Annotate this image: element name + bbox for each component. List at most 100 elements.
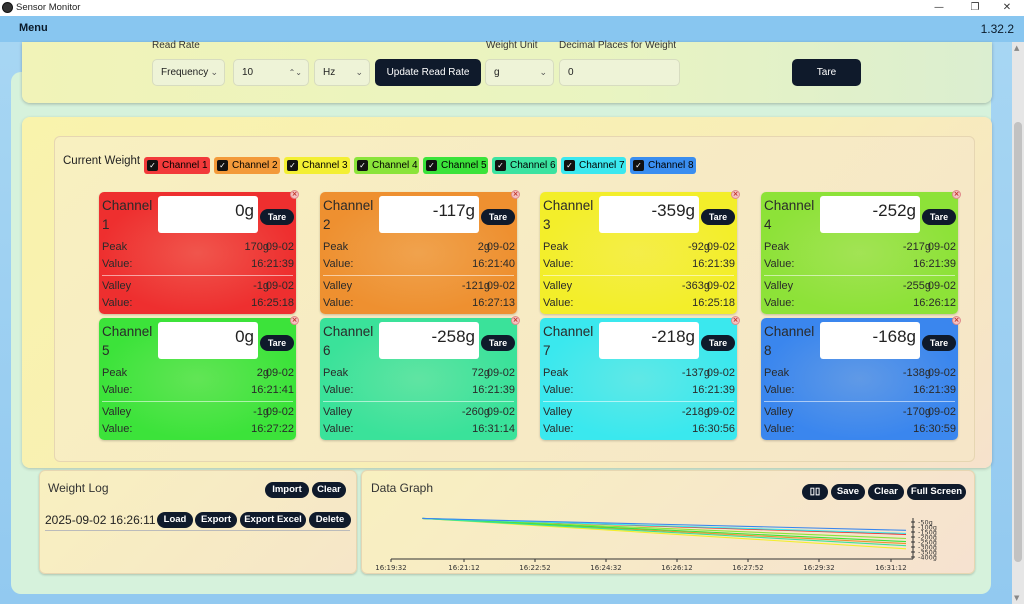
card-divider	[323, 275, 514, 276]
channel-tare-button[interactable]: Tare	[922, 209, 956, 225]
remove-channel-icon[interactable]: ×	[952, 316, 961, 325]
channel-tare-button[interactable]: Tare	[701, 335, 735, 351]
channel-toggle-5[interactable]: ✓ Channel 5	[423, 157, 488, 174]
save-graph-button[interactable]: Save	[831, 484, 865, 500]
update-read-rate-button[interactable]: Update Read Rate	[375, 59, 481, 86]
channel-tare-button[interactable]: Tare	[701, 209, 735, 225]
channel-toggle-4[interactable]: ✓ Channel 4	[354, 157, 419, 174]
valley-value-label: Value:	[323, 423, 354, 435]
channel-tare-button[interactable]: Tare	[260, 209, 294, 225]
read-rate-stepper[interactable]: 10 ⌃⌄	[233, 59, 309, 86]
peak-label: Peak	[764, 241, 790, 253]
rate-unit-select[interactable]: Hz ⌄	[314, 59, 370, 86]
checkbox-icon[interactable]: ✓	[217, 160, 228, 171]
vertical-scrollbar[interactable]: ▲ ▼	[1012, 42, 1024, 604]
remove-channel-icon[interactable]: ×	[731, 316, 740, 325]
checkbox-icon[interactable]: ✓	[287, 160, 298, 171]
channel-toggle-6[interactable]: ✓ Channel 6	[492, 157, 557, 174]
y-tick-label: -300g	[918, 544, 937, 552]
channel-toggle-label: Channel 8	[648, 160, 694, 171]
channel-toggle-label: Channel 3	[302, 160, 348, 171]
valley-date: 09-02	[706, 280, 735, 292]
peak-value-label: Value:	[764, 384, 795, 396]
current-weight-section: Current Weight ✓ Channel 1 ✓ Channel 2 ✓ Chan…	[22, 117, 992, 468]
valley-label: Valley	[323, 280, 353, 292]
channel-name: Channel 1	[102, 198, 153, 232]
channel-toggle-label: Channel 5	[441, 160, 487, 171]
peak-value: 170g	[244, 241, 269, 253]
valley-value: -121g	[461, 280, 490, 292]
checkbox-icon[interactable]: ✓	[357, 160, 368, 171]
restore-icon[interactable]: ❐	[970, 2, 980, 13]
peak-label: Peak	[543, 367, 569, 379]
read-mode-select[interactable]: Frequency ⌄	[152, 59, 225, 86]
peak-value: 2g	[477, 241, 490, 253]
checkbox-icon[interactable]: ✓	[633, 160, 644, 171]
clear-graph-button[interactable]: Clear	[868, 484, 904, 500]
channel-name: Channel 5	[102, 324, 153, 358]
channel-toggle-8[interactable]: ✓ Channel 8	[630, 157, 696, 174]
menu-button[interactable]: Menu	[19, 22, 48, 34]
channel-tare-button[interactable]: Tare	[260, 335, 294, 351]
card-divider	[102, 401, 293, 402]
weight-unit-label: Weight Unit	[486, 40, 538, 51]
checkbox-icon[interactable]: ✓	[495, 160, 506, 171]
peak-time: 16:21:39	[692, 258, 735, 270]
channel-tare-button[interactable]: Tare	[481, 209, 515, 225]
export-button[interactable]: Export	[195, 512, 237, 528]
remove-channel-icon[interactable]: ×	[290, 190, 299, 199]
channel-toggle-label: Channel 7	[579, 160, 625, 171]
pause-icon: ▯▯	[809, 486, 821, 497]
pause-button[interactable]: ▯▯	[802, 484, 828, 500]
valley-time: 16:26:12	[913, 297, 956, 309]
read-rate-label: Read Rate	[152, 40, 200, 51]
peak-date: 09-02	[706, 241, 735, 253]
clear-log-button[interactable]: Clear	[312, 482, 346, 498]
series-line-5	[422, 517, 907, 543]
card-divider	[764, 275, 955, 276]
minimize-icon[interactable]: —	[934, 2, 944, 13]
remove-channel-icon[interactable]: ×	[290, 316, 299, 325]
valley-label: Valley	[764, 406, 794, 418]
stepper-icon[interactable]: ⌃⌄	[288, 68, 302, 77]
close-icon[interactable]: ✕	[1002, 2, 1012, 13]
app-logo-icon	[2, 2, 13, 13]
export-excel-button[interactable]: Export Excel	[240, 512, 306, 528]
channel-toggle-3[interactable]: ✓ Channel 3	[284, 157, 350, 174]
channel-toggle-1[interactable]: ✓ Channel 1	[144, 157, 210, 174]
peak-label: Peak	[323, 367, 349, 379]
scrollbar-thumb[interactable]	[1014, 122, 1022, 562]
checkbox-icon[interactable]: ✓	[564, 160, 575, 171]
remove-channel-icon[interactable]: ×	[731, 190, 740, 199]
checkbox-icon[interactable]: ✓	[147, 160, 158, 171]
import-button[interactable]: Import	[265, 482, 309, 498]
channel-tare-button[interactable]: Tare	[922, 335, 956, 351]
log-entry-timestamp[interactable]: 2025-09-02 16:26:11	[45, 513, 156, 527]
weight-log-title: Weight Log	[48, 481, 109, 495]
data-graph-chart: 16:19:32 16:21:12 16:22:52 16:24:32 16:26:12…	[375, 517, 937, 572]
peak-value: -138g	[902, 367, 931, 379]
scroll-up-icon[interactable]: ▲	[1014, 44, 1020, 52]
channel-toggle-label: Channel 2	[232, 160, 278, 171]
series-line-8	[422, 517, 907, 531]
tare-all-button[interactable]: Tare	[792, 59, 861, 86]
decimal-places-input[interactable]: 0	[559, 59, 680, 86]
peak-value: 72g	[471, 367, 490, 379]
channel-value: -218g	[599, 322, 699, 359]
remove-channel-icon[interactable]: ×	[952, 190, 961, 199]
delete-button[interactable]: Delete	[309, 512, 351, 528]
peak-value-label: Value:	[102, 384, 133, 396]
channel-toggle-2[interactable]: ✓ Channel 2	[214, 157, 280, 174]
checkbox-icon[interactable]: ✓	[426, 160, 437, 171]
channel-toggle-7[interactable]: ✓ Channel 7	[561, 157, 626, 174]
channel-tare-button[interactable]: Tare	[481, 335, 515, 351]
remove-channel-icon[interactable]: ×	[511, 190, 520, 199]
channel-toggle-label: Channel 6	[510, 160, 556, 171]
scroll-down-icon[interactable]: ▼	[1014, 594, 1020, 602]
y-tick-label: -400g	[918, 554, 937, 562]
full-screen-button[interactable]: Full Screen	[907, 484, 966, 500]
load-button[interactable]: Load	[157, 512, 193, 528]
valley-value: -255g	[902, 280, 931, 292]
remove-channel-icon[interactable]: ×	[511, 316, 520, 325]
weight-unit-select[interactable]: g ⌄	[485, 59, 554, 86]
